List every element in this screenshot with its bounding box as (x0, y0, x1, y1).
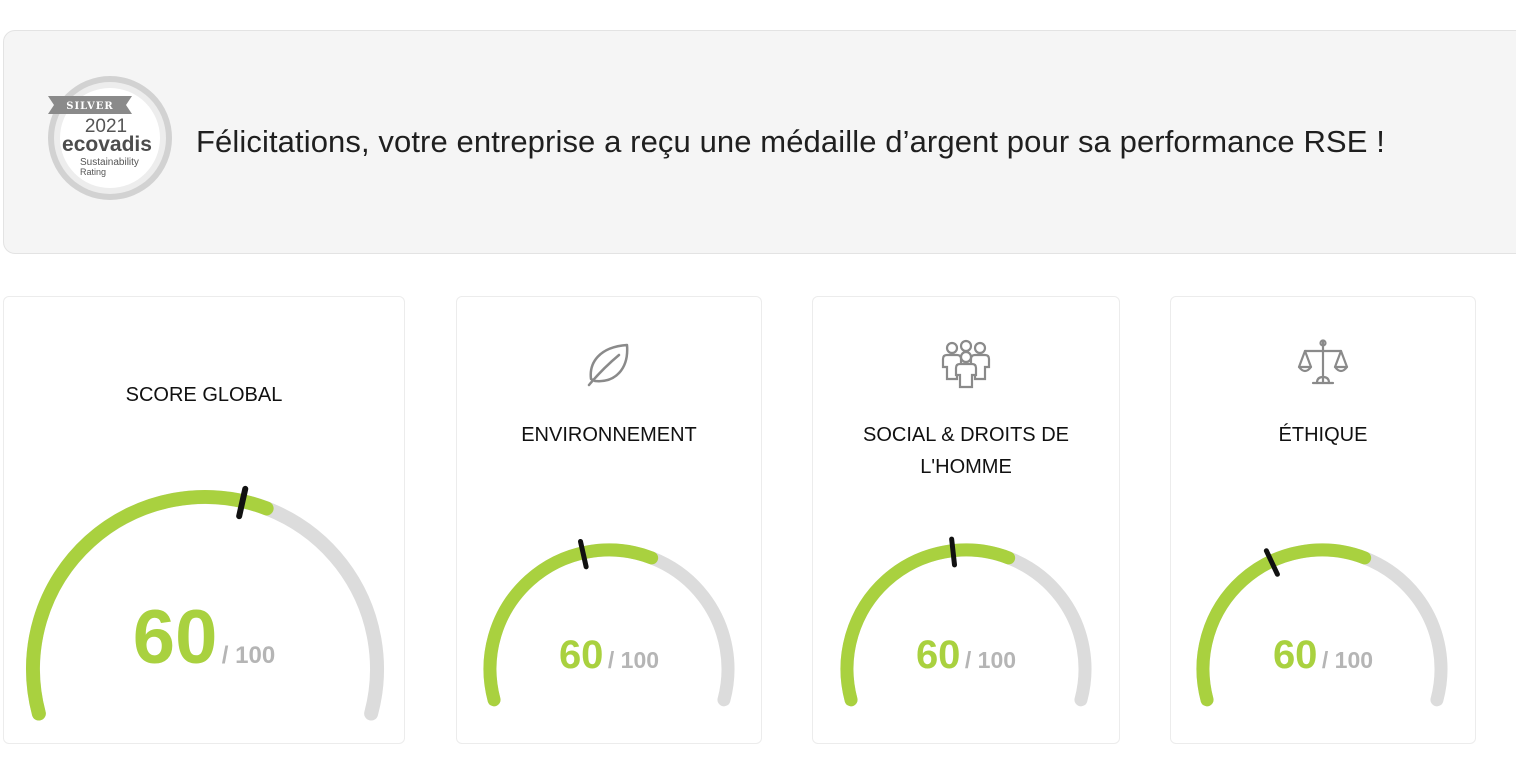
gauge-marker (236, 485, 249, 520)
score-gauge (840, 536, 1092, 707)
score-value: 60 (915, 633, 961, 677)
medal-ribbon-text: SILVER (66, 101, 113, 112)
gauge-fill (840, 543, 1016, 707)
score-value: 60 (1272, 633, 1318, 677)
score-value: 60 (558, 633, 604, 677)
leaf-icon (587, 343, 629, 387)
card-title: ENVIRONNEMENT (521, 424, 697, 446)
gauge-fill (26, 490, 274, 721)
ecovadis-silver-medal-logo: SILVER 2021 ecovadis Sustainability Rati… (48, 76, 172, 200)
medal-banner (3, 30, 1516, 254)
medal-year: 2021 (85, 116, 127, 137)
medal-message: Félicitations, votre entreprise a reçu u… (196, 124, 1385, 159)
gauge-fill (1196, 543, 1372, 707)
score-card-environnement: ENVIRONNEMENT 60 / 100 (456, 296, 762, 744)
gauge-fill (483, 543, 659, 707)
medal-line1: Sustainability (80, 157, 139, 168)
medal-brand: ecovadis (62, 133, 152, 156)
score-gauge (26, 485, 384, 721)
score-max: / 100 (221, 642, 276, 669)
gauge-marker (577, 538, 589, 570)
card-title: ÉTHIQUE (1278, 424, 1368, 446)
gauge-marker (1263, 548, 1280, 577)
score-value-display: 60 / 100 (457, 633, 761, 678)
card-title: SCORE GLOBAL (125, 384, 283, 406)
score-card-global: SCORE GLOBAL 60 / 100 (3, 296, 405, 744)
medal-line2: Rating (80, 167, 106, 177)
scales-icon (1297, 339, 1349, 385)
score-max: / 100 (964, 647, 1017, 673)
score-max: / 100 (1321, 647, 1374, 673)
score-gauge (483, 538, 735, 707)
score-value: 60 (132, 595, 218, 680)
people-icon (941, 339, 991, 389)
gauge-marker (949, 536, 958, 568)
score-card-ethique: ÉTHIQUE 60 / 100 (1170, 296, 1476, 744)
score-value-display: 60 / 100 (4, 594, 404, 681)
score-gauge (1196, 543, 1448, 707)
card-title: SOCIAL & DROITS DE L'HOMME (863, 424, 1069, 478)
score-card-social: SOCIAL & DROITS DE L'HOMME 60 / 100 (812, 296, 1120, 744)
score-max: / 100 (607, 647, 660, 673)
score-value-display: 60 / 100 (813, 633, 1119, 678)
score-value-display: 60 / 100 (1171, 633, 1475, 678)
